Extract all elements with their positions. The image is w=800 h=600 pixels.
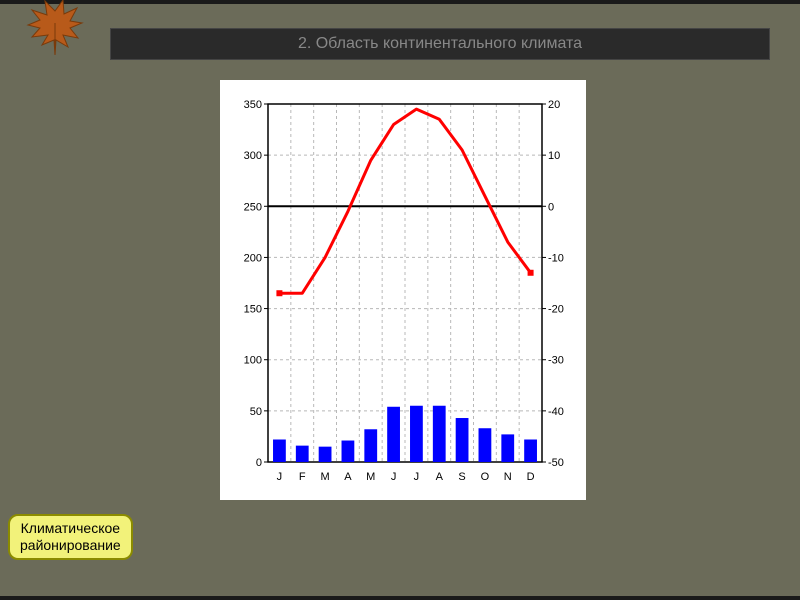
svg-text:J: J bbox=[391, 471, 397, 483]
svg-text:300: 300 bbox=[244, 150, 262, 162]
svg-text:20: 20 bbox=[548, 99, 560, 111]
svg-text:0: 0 bbox=[256, 457, 262, 469]
svg-text:A: A bbox=[344, 471, 352, 483]
svg-text:-30: -30 bbox=[548, 355, 564, 367]
svg-text:100: 100 bbox=[244, 355, 262, 367]
svg-text:250: 250 bbox=[244, 201, 262, 213]
svg-text:M: M bbox=[366, 471, 375, 483]
svg-text:F: F bbox=[299, 471, 306, 483]
svg-text:-20: -20 bbox=[548, 304, 564, 316]
svg-text:-40: -40 bbox=[548, 406, 564, 418]
svg-text:N: N bbox=[504, 471, 512, 483]
svg-text:50: 50 bbox=[250, 406, 262, 418]
button-line2: районирование bbox=[20, 537, 121, 553]
zoning-button[interactable]: Климатическое районирование bbox=[8, 514, 133, 560]
svg-text:J: J bbox=[277, 471, 283, 483]
svg-text:J: J bbox=[414, 471, 420, 483]
climate-chart: 0 50 100 150 200 250 300 350 -50 -40 -30 -20 -10 0 10 2… bbox=[220, 80, 586, 500]
slide-background: 2. Область континентального климата 0 50 1… bbox=[0, 0, 800, 600]
leaf-icon bbox=[20, 0, 90, 65]
svg-text:200: 200 bbox=[244, 252, 262, 264]
button-line1: Климатическое bbox=[21, 520, 120, 536]
border-top bbox=[0, 0, 800, 4]
border-bottom bbox=[0, 596, 800, 600]
svg-text:-50: -50 bbox=[548, 457, 564, 469]
svg-text:350: 350 bbox=[244, 99, 262, 111]
svg-text:A: A bbox=[436, 471, 444, 483]
svg-text:M: M bbox=[320, 471, 329, 483]
svg-text:0: 0 bbox=[548, 201, 554, 213]
svg-text:150: 150 bbox=[244, 304, 262, 316]
svg-text:O: O bbox=[481, 471, 490, 483]
svg-text:-10: -10 bbox=[548, 252, 564, 264]
svg-text:10: 10 bbox=[548, 150, 560, 162]
svg-text:D: D bbox=[527, 471, 535, 483]
svg-text:S: S bbox=[458, 471, 465, 483]
slide-title: 2. Область континентального климата bbox=[110, 28, 770, 60]
